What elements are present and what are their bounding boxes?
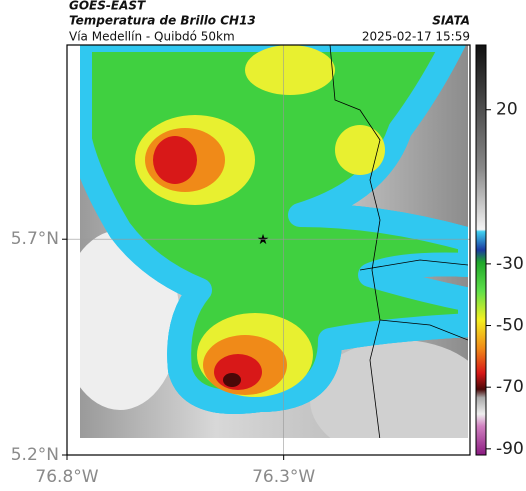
route-subtitle: Vía Medellín - Quibdó 50km [69,30,235,44]
colorbar-tick-label: -50 [496,316,524,336]
colorbar-tick-label: 20 [496,100,518,120]
colorbar-tick-label: -70 [496,377,524,397]
colorbar [475,44,487,456]
product-title: Temperatura de Brillo CH13 [69,14,256,28]
svg-text:★: ★ [257,232,270,248]
colorbar-tick-label: -90 [496,439,524,459]
colorbar-tick-label: -30 [496,254,524,274]
x-tick-label: 76.8°W [35,467,98,487]
y-tick-label: 5.2°N [11,445,59,465]
datetime-label: 2025-02-17 15:59 [362,30,470,44]
satellite-image: ★ [80,45,468,438]
map-frame [66,44,471,456]
source-label: SIATA [432,14,470,28]
y-tick-label: 5.7°N [11,229,59,249]
satellite-title: GOES-EAST [69,0,146,13]
x-tick-label: 76.3°W [252,467,315,487]
